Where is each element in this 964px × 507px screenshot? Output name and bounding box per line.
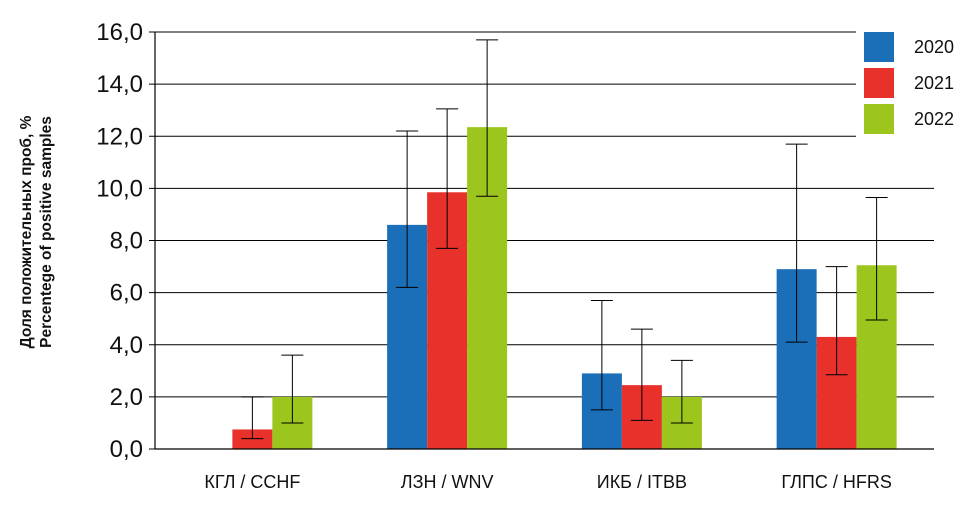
legend: 2020 2021 2022 xyxy=(856,28,962,140)
legend-label: 2022 xyxy=(914,109,954,129)
x-tick-label: ЛЗН / WNV xyxy=(401,472,494,492)
legend-swatch-2022 xyxy=(864,104,894,134)
axes xyxy=(149,31,934,450)
y-tick-label: 10,0 xyxy=(96,175,143,202)
legend-swatch-2021 xyxy=(864,68,894,98)
grid-lines xyxy=(155,31,934,398)
x-tick-labels: КГЛ / CCHF ЛЗН / WNV ИКБ / ITBB ГЛПС / HFRS xyxy=(204,472,892,492)
x-tick-label: ИКБ / ITBB xyxy=(597,472,687,492)
y-tick-label: 6,0 xyxy=(110,280,143,307)
y-tick-label: 0,0 xyxy=(110,436,143,463)
x-tick-label: КГЛ / CCHF xyxy=(204,472,300,492)
y-tick-label: 12,0 xyxy=(96,123,143,150)
y-tick-labels: 0,0 2,0 4,0 6,0 8,0 10,0 12,0 14,0 16,0 xyxy=(96,19,143,463)
legend-swatch-2020 xyxy=(864,32,894,62)
y-axis-label-en: Percentege of positive samples xyxy=(38,116,55,348)
y-tick-label: 14,0 xyxy=(96,71,143,98)
bar-2021 xyxy=(232,429,273,449)
error-bars xyxy=(241,39,888,440)
y-tick-label: 8,0 xyxy=(110,228,143,255)
y-axis-label-ru: Доля положительных проб, % xyxy=(18,115,35,348)
y-tick-label: 4,0 xyxy=(110,332,143,359)
y-tick-label: 16,0 xyxy=(96,19,143,46)
y-tick-label: 2,0 xyxy=(110,384,143,411)
legend-label: 2020 xyxy=(914,37,954,57)
legend-label: 2021 xyxy=(914,73,954,93)
x-tick-label: ГЛПС / HFRS xyxy=(781,472,892,492)
